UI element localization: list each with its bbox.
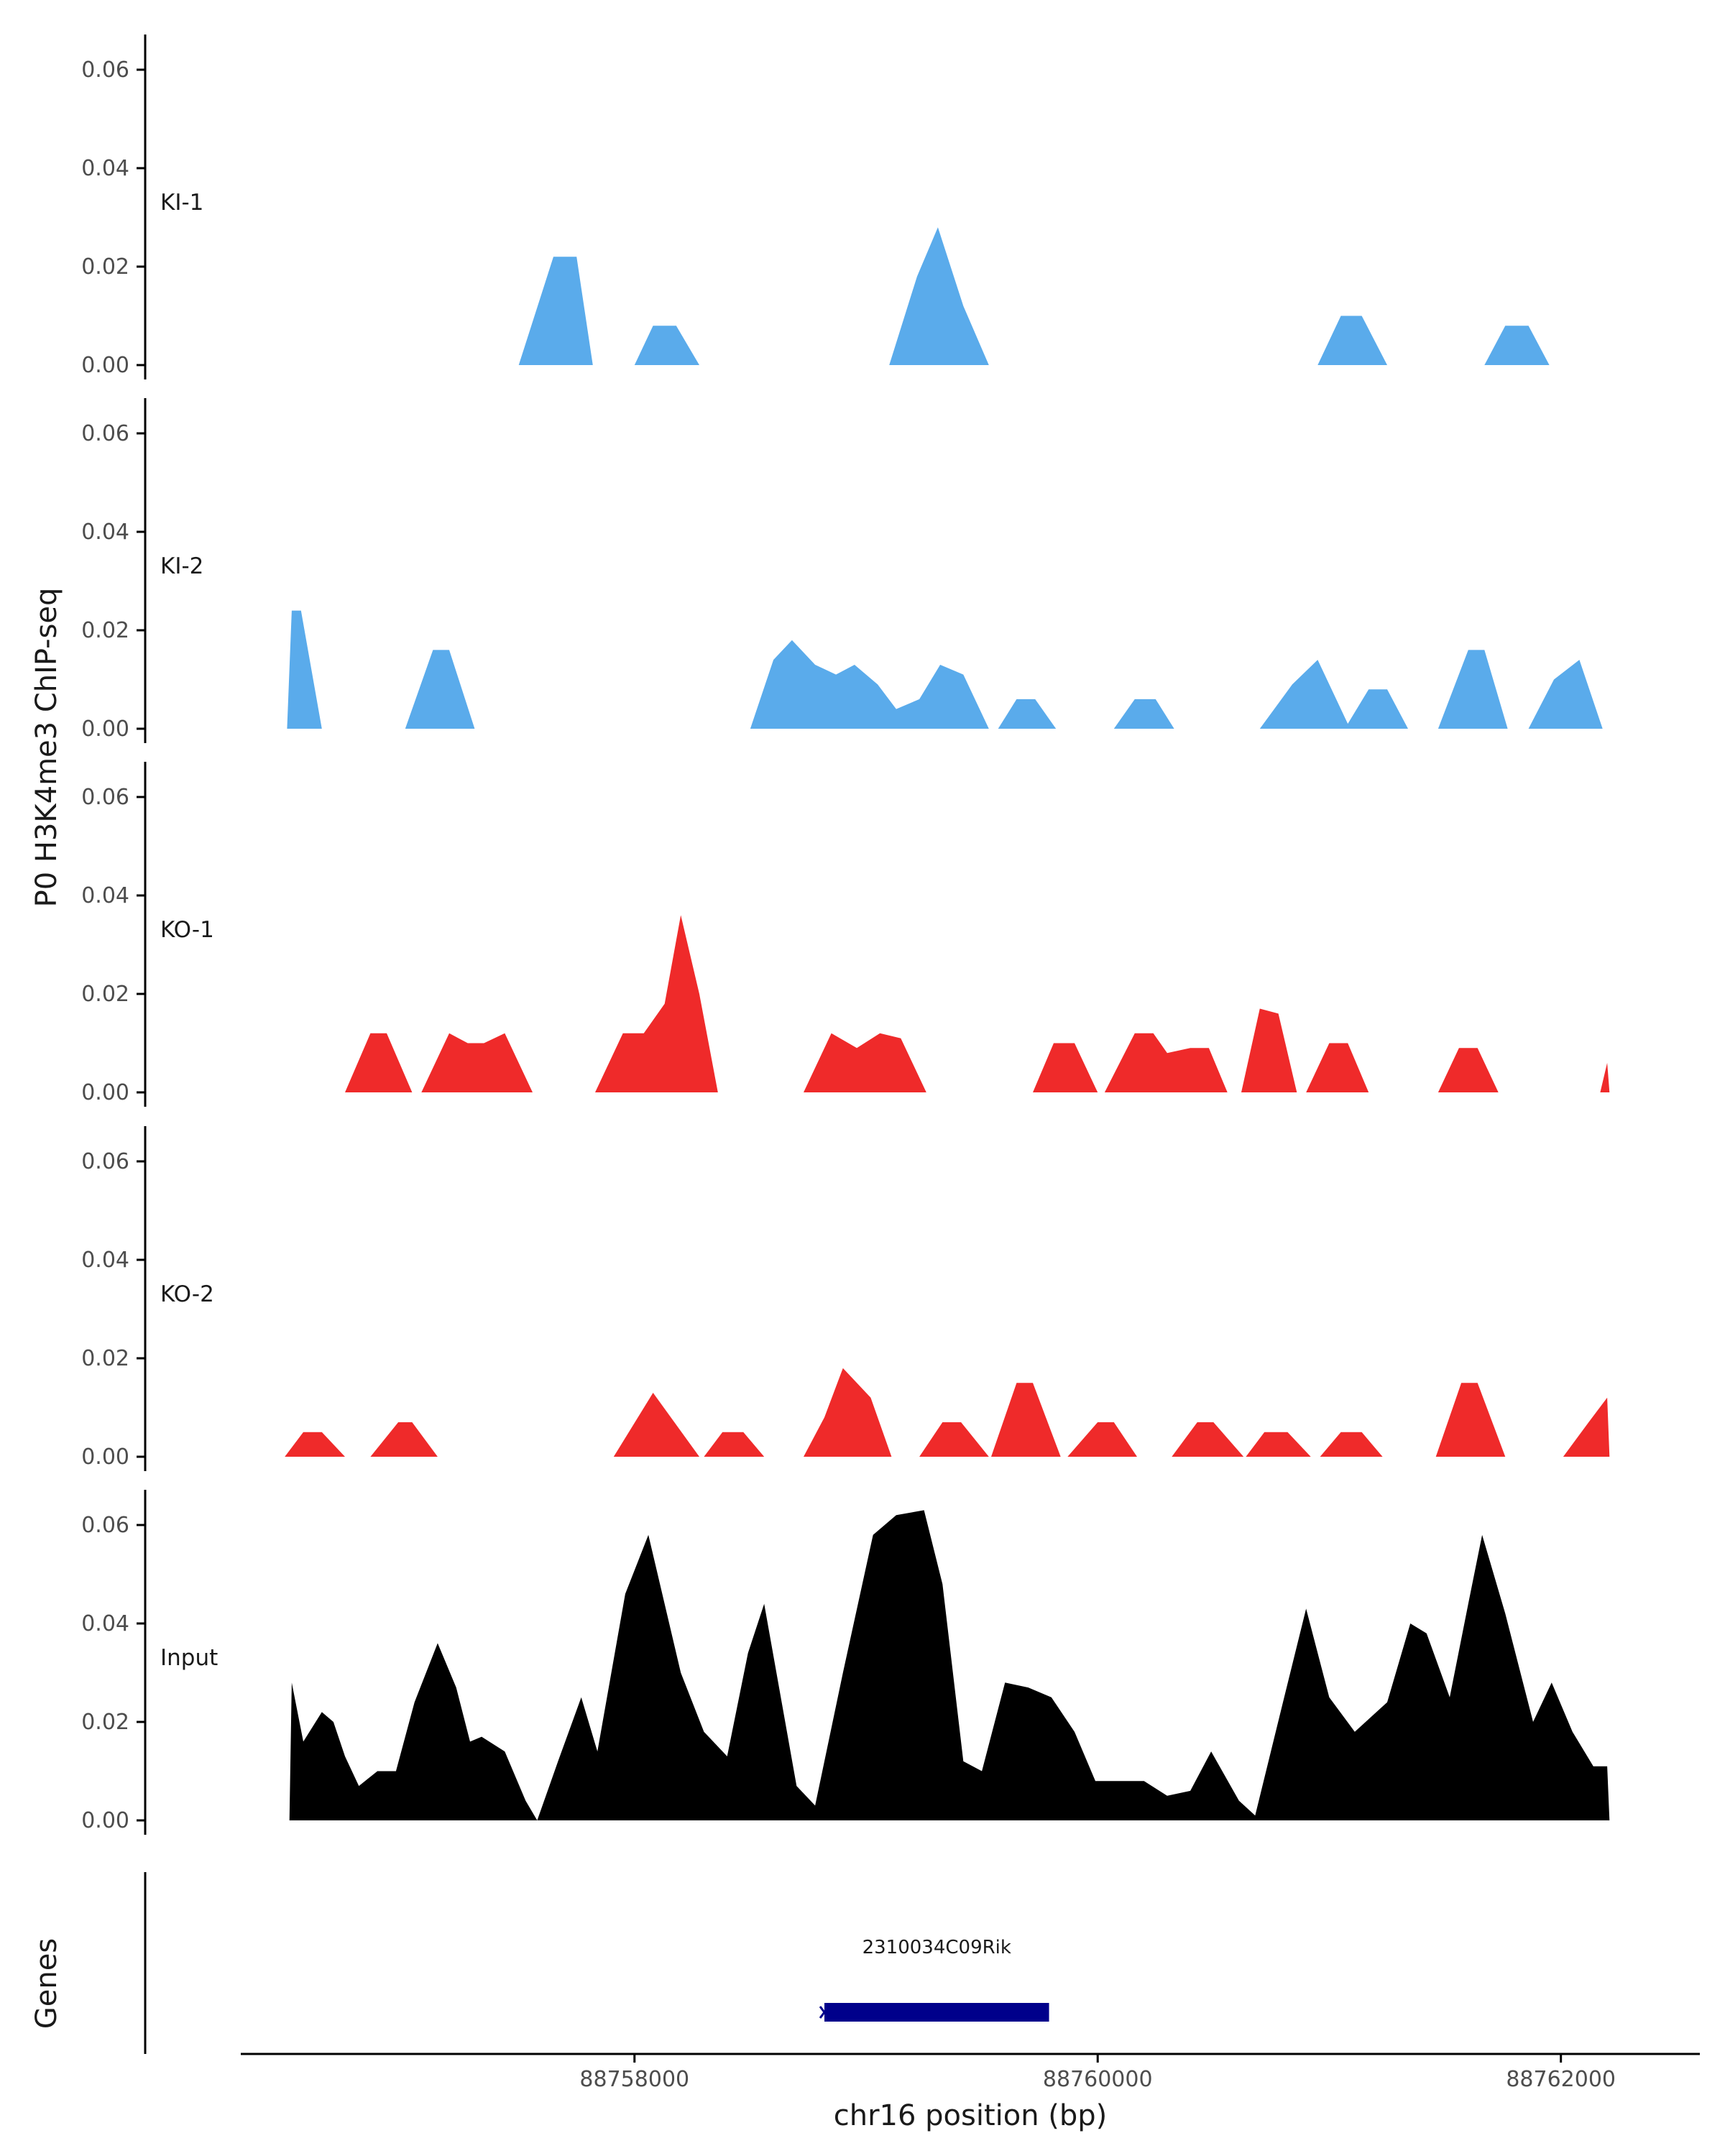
y-tick-label: 0.00 [81,1808,129,1833]
track-label: Input [160,1645,218,1671]
y-tick-label: 0.06 [81,1513,129,1538]
coverage-peak [804,1368,892,1457]
coverage-peak [1435,1383,1506,1457]
y-tick-label: 0.06 [81,1149,129,1174]
coverage-peak [287,610,322,729]
coverage-peak [1438,1048,1499,1092]
y-tick-label: 0.00 [81,717,129,742]
y-tick-label: 0.00 [81,353,129,378]
coverage-peak [345,1033,413,1092]
coverage-peak [634,326,699,365]
coverage-peak [1246,1432,1311,1457]
y-tick-label: 0.00 [81,1445,129,1470]
coverage-peak [1484,326,1550,365]
y-tick-label: 0.06 [81,421,129,446]
gene-2310034C09Rik: 2310034C09Rik [819,1937,1049,2022]
coverage-peak [1259,660,1408,729]
y-axis-title: P0 H3K4me3 ChIP-seq [30,588,63,908]
y-tick-label: 0.02 [81,1710,129,1735]
track-ko-1: 0.00 0.02 0.04 0.06 KO-1 [81,762,1610,1107]
coverage-peak [1067,1422,1137,1457]
coverage-peak [595,915,718,1092]
coverage-peak [804,1033,926,1092]
y-tick-label: 0.04 [81,1248,129,1273]
coverage-peak [1172,1422,1244,1457]
x-axis-title: chr16 position (bp) [834,2099,1108,2132]
coverage-peak [1241,1008,1297,1092]
gene-body [824,2003,1049,2022]
track-ko-2: 0.00 0.02 0.04 0.06 KO-2 [81,1126,1610,1471]
y-tick-label: 0.02 [81,254,129,280]
coverage-peak [285,1432,345,1457]
y-tick-label: 0.06 [81,785,129,810]
y-tick-label: 0.02 [81,982,129,1007]
x-tick-label: 88762000 [1506,2067,1616,2092]
tracks-layer: 0.00 0.02 0.04 0.06 KI-1 0.00 0.02 0.04 0.06 KI-2… [81,34,1610,1835]
y-tick-label: 0.02 [81,618,129,643]
coverage-peak [1113,699,1174,729]
gene-panel-title: Genes [30,1938,63,2029]
coverage-peak [998,699,1057,729]
coverage-peak [1033,1043,1098,1092]
coverage-peak [1104,1033,1228,1092]
gene-panel: 2310034C09Rik [144,1872,1049,2054]
coverage-peak [750,640,989,729]
coverage-peak [1306,1043,1369,1092]
coverage-peak [1528,660,1603,729]
track-label: KI-2 [160,553,203,579]
coverage-peak [1600,1062,1610,1092]
track-input: 0.00 0.02 0.04 0.06 Input [81,1490,1610,1835]
y-tick-label: 0.06 [81,57,129,83]
coverage-peak [1563,1397,1610,1457]
track-label: KO-2 [160,1281,214,1307]
coverage-peak [1320,1432,1383,1457]
y-tick-label: 0.04 [81,883,129,908]
strand-icon [819,2006,830,2019]
x-tick-label: 88758000 [579,2067,689,2092]
coverage-peak [518,257,593,365]
y-tick-label: 0.04 [81,156,129,181]
track-ki-2: 0.00 0.02 0.04 0.06 KI-2 [81,398,1603,743]
coverage-peak [613,1393,699,1457]
coverage-peak [919,1422,989,1457]
y-tick-label: 0.04 [81,1611,129,1636]
track-label: KO-1 [160,917,214,943]
y-tick-label: 0.04 [81,520,129,545]
track-label: KI-1 [160,190,203,216]
x-tick-label: 88760000 [1043,2067,1153,2092]
coverage-peak [704,1432,765,1457]
coverage-peak [1438,650,1508,729]
coverage-peak [421,1033,533,1092]
coverage-peak [1317,315,1387,365]
coverage-peak [405,650,475,729]
x-axis: 88758000 88760000 88762000 [241,2053,1700,2092]
y-tick-label: 0.00 [81,1080,129,1105]
coverage-peak [370,1422,438,1457]
track-ki-1: 0.00 0.02 0.04 0.06 KI-1 [81,34,1550,379]
gene-label: 2310034C09Rik [862,1937,1011,1958]
y-tick-label: 0.02 [81,1346,129,1371]
coverage-peak [289,1510,1610,1820]
coverage-peak [991,1383,1061,1457]
coverage-peak [889,227,989,365]
